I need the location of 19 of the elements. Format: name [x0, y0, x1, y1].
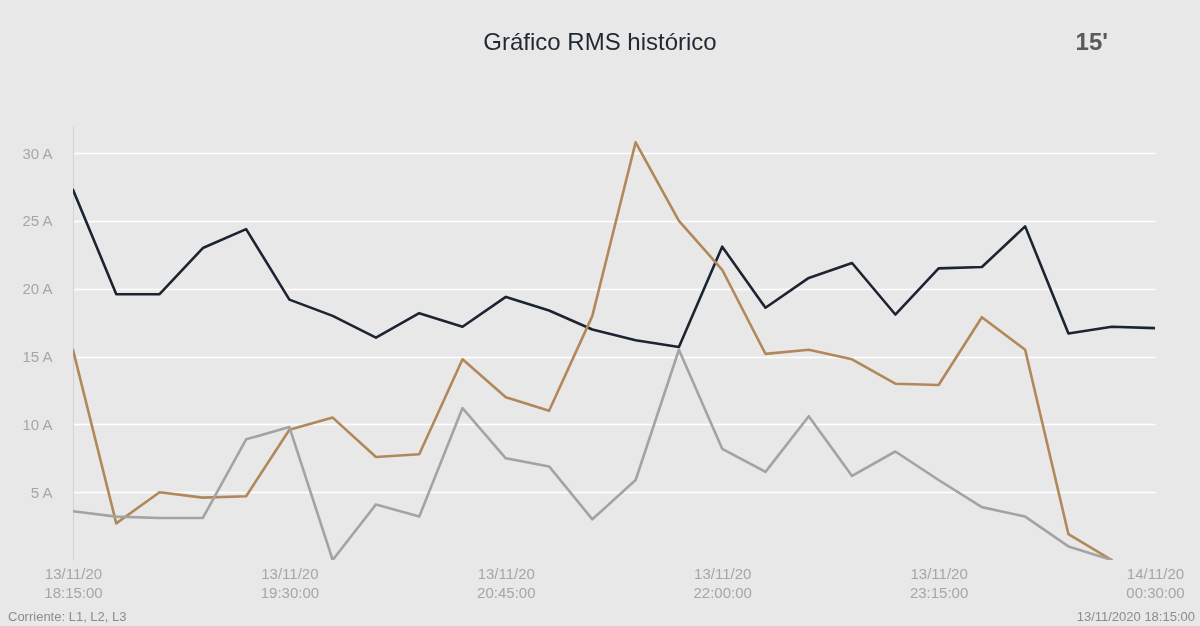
y-tick-label: 10 A [22, 415, 53, 433]
y-tick-label: 30 A [22, 144, 53, 162]
y-tick-label: 15 A [22, 348, 53, 366]
y-tick-label: 5 A [30, 483, 53, 501]
x-tick-label: 14/11/20 00:30:00 [1126, 564, 1185, 601]
line-series [73, 348, 1114, 560]
x-tick-label: 13/11/20 18:15:00 [44, 564, 103, 601]
y-tick-label: 20 A [22, 280, 53, 298]
x-tick-label: 13/11/20 20:45:00 [477, 564, 536, 601]
chart-title: Gráfico RMS histórico [483, 28, 717, 55]
line-series [73, 140, 1114, 560]
x-tick-label: 13/11/20 19:30:00 [260, 564, 320, 601]
y-tick-label: 25 A [22, 212, 53, 230]
text: 13/11/2020 18:15:00 [1076, 609, 1195, 624]
text: Corriente: L1, L2, L3 [8, 609, 127, 624]
line-series [73, 188, 1155, 349]
text: 15' [1075, 28, 1108, 55]
x-tick-label: 13/11/20 22:00:00 [693, 564, 752, 601]
x-tick-label: 13/11/20 23:15:00 [909, 564, 969, 601]
